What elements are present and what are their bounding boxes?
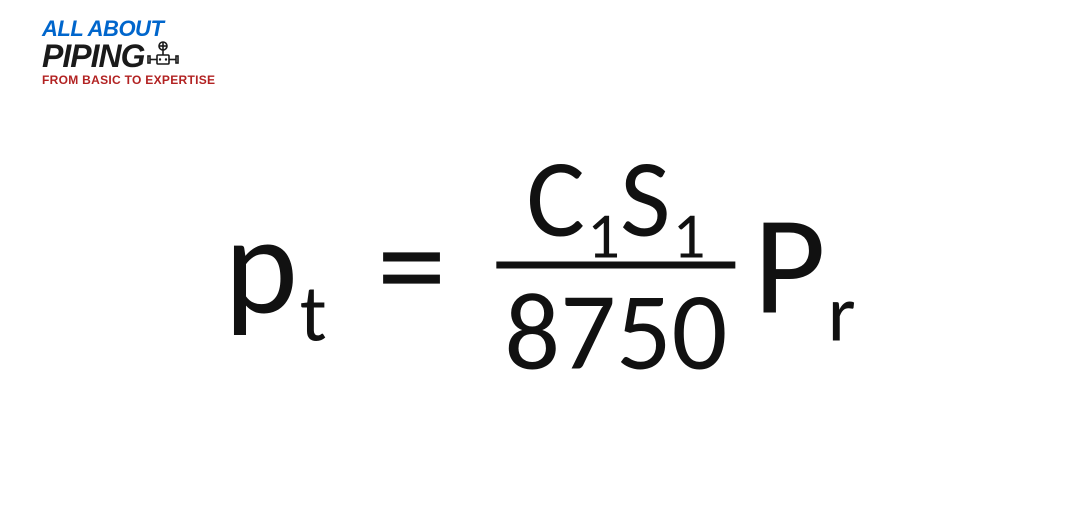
logo-tagline: FROM BASIC TO EXPERTISE — [42, 74, 215, 86]
equation-fraction: C 1 S 1 8750 — [496, 144, 735, 387]
equation-lhs: p t — [224, 195, 326, 335]
logo-line1: ALL ABOUT — [42, 18, 215, 40]
logo-line2-wrap: PIPING — [42, 40, 215, 72]
numerator-sub1: 1 — [587, 204, 620, 269]
denominator: 8750 — [496, 269, 735, 387]
numerator-var2: S — [620, 144, 671, 254]
valve-icon — [146, 40, 180, 72]
numerator-var1: C — [526, 144, 585, 254]
equation: p t = C 1 S 1 8750 P r — [224, 144, 855, 387]
equation-tail: P r — [753, 195, 855, 335]
numerator: C 1 S 1 — [518, 144, 713, 262]
lhs-subscript: t — [300, 274, 327, 354]
brand-logo: ALL ABOUT PIPING FROM BAS — [42, 18, 215, 86]
lhs-variable: p — [224, 195, 298, 335]
equals-sign: = — [377, 195, 447, 335]
numerator-sub2: 1 — [673, 204, 706, 269]
tail-variable: P — [753, 195, 825, 335]
tail-subscript: r — [828, 274, 856, 354]
logo-line2: PIPING — [42, 40, 144, 72]
